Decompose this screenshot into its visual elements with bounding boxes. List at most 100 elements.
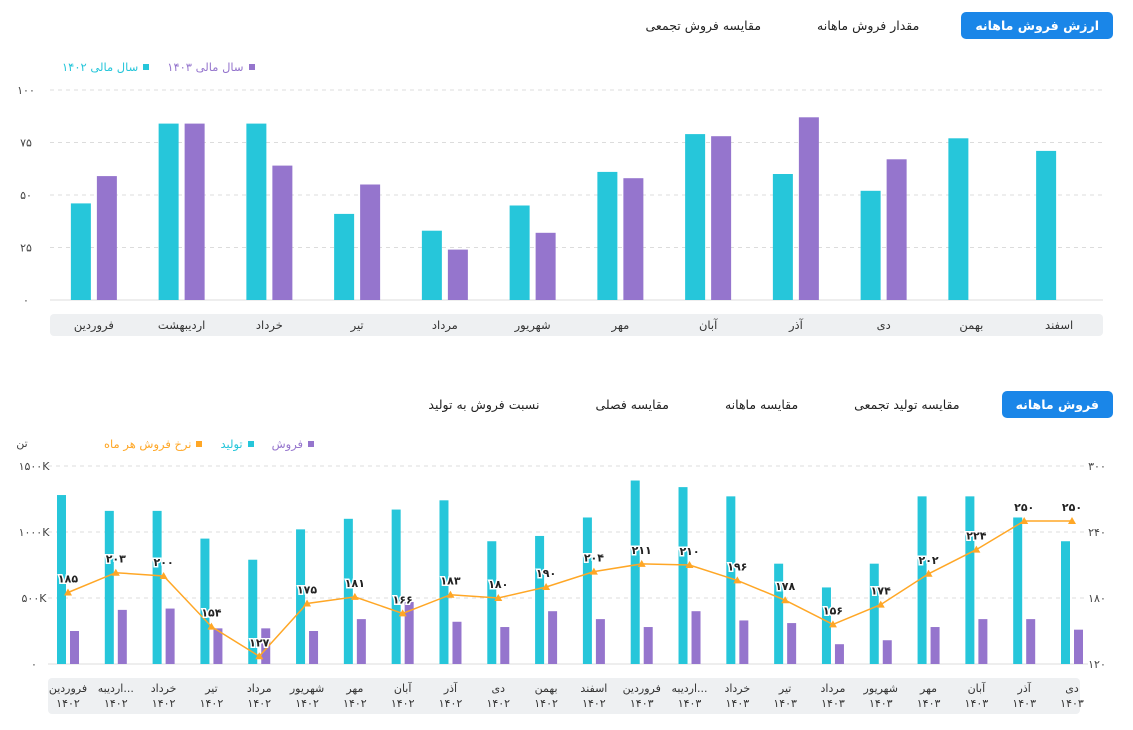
legend-swatch-icon	[308, 441, 315, 447]
legend-item-sales[interactable]: فروش	[272, 437, 315, 451]
x-tick-label: فروردین	[74, 318, 114, 333]
x-tick-label: ۱۴۰۲	[200, 697, 224, 710]
sales-rate-point	[781, 596, 790, 604]
x-tick-label: مرداد	[821, 682, 846, 695]
y2-tick-label: ۲۴۰	[1088, 526, 1106, 539]
legend-swatch-icon	[248, 64, 255, 70]
bar-1403	[96, 176, 117, 300]
bar-production	[774, 563, 784, 664]
bar-1403	[184, 123, 205, 300]
sales-rate-point	[589, 567, 598, 575]
bar-sales	[1026, 619, 1036, 664]
sales-rate-label: ۱۵۴	[201, 607, 221, 620]
y-tick-label: ۰	[23, 294, 29, 307]
legend-swatch-icon	[196, 441, 203, 447]
sales-rate-label: ۱۸۵	[58, 573, 78, 586]
x-tick-label: ۱۴۰۳	[678, 697, 702, 710]
x-tick-label: شهریور	[863, 682, 898, 695]
sales-rate-point	[542, 583, 551, 590]
bar-production	[296, 529, 306, 664]
tab-monthly-sales[interactable]: فروش ماهانه	[1001, 391, 1113, 418]
bar-sales	[787, 623, 797, 664]
y2-tick-label: ۱۲۰	[1088, 658, 1106, 671]
x-tick-label: تیر	[350, 318, 364, 333]
y-tick-label: ۱۰۰	[17, 84, 35, 97]
x-tick-label: خرداد	[724, 682, 750, 695]
bar-production	[200, 538, 210, 664]
sales-rate-label: ۱۸۰	[488, 578, 508, 591]
bottom-tabs: فروش ماهانه مقایسه تولید تجمعی مقایسه ما…	[414, 391, 1113, 418]
tab-cumulative-production-comparison[interactable]: مقایسه تولید تجمعی	[854, 397, 960, 412]
bar-production	[439, 500, 449, 664]
x-tick-label: دی	[877, 318, 891, 332]
x-tick-label: ۱۴۰۲	[247, 697, 271, 710]
bar-production	[391, 509, 401, 664]
tab-monthly-comparison[interactable]: مقایسه ماهانه	[724, 397, 799, 412]
x-tick-label: ۱۴۰۲	[56, 697, 80, 710]
tab-sales-to-production-ratio[interactable]: نسبت فروش به تولید	[428, 397, 540, 412]
bar-production	[965, 496, 975, 664]
bar-1402	[158, 123, 179, 300]
bar-sales	[117, 609, 127, 664]
sales-rate-label: ۱۹۶	[727, 560, 747, 573]
x-tick-label: شهریور	[514, 318, 551, 333]
x-tick-label: تیر	[778, 682, 791, 695]
x-tick-label: اسفند	[1045, 318, 1073, 332]
x-tick-label: ۱۴۰۲	[486, 697, 510, 710]
bar-sales	[882, 640, 892, 664]
bar-1403	[798, 117, 819, 300]
sales-rate-label: ۲۰۰	[154, 556, 174, 569]
bar-1402	[597, 171, 618, 300]
chart1-legend: سال مالی ۱۴۰۳ سال مالی ۱۴۰۲	[62, 60, 255, 74]
x-tick-label: بهمن	[959, 318, 983, 333]
bar-sales	[309, 631, 319, 664]
x-tick-label: مهر	[345, 682, 363, 695]
legend-label: تولید	[220, 437, 243, 451]
bar-1403	[272, 165, 293, 300]
bar-sales	[261, 628, 271, 664]
sales-rate-label: ۲۱۱	[632, 544, 652, 557]
x-tick-label: ۱۴۰۳	[1012, 697, 1036, 710]
x-tick-label: فروردین	[49, 682, 87, 695]
sales-rate-point	[64, 588, 72, 596]
legend-label: نرخ فروش هر ماه	[104, 437, 192, 451]
legend-item-sales-rate[interactable]: نرخ فروش هر ماه	[104, 437, 203, 451]
bar-sales	[213, 628, 223, 664]
tab-sales-quantity-monthly[interactable]: مقدار فروش ماهانه	[817, 18, 920, 33]
y-axis-unit: تن	[16, 437, 27, 450]
legend-item-production[interactable]: تولید	[220, 437, 254, 451]
legend-item-1403[interactable]: سال مالی ۱۴۰۳	[167, 60, 255, 74]
x-tick-label: خرداد	[256, 318, 283, 333]
bar-sales	[500, 627, 510, 664]
x-tick-label: خرداد	[151, 682, 177, 695]
x-tick-label: شهریور	[289, 682, 324, 695]
tab-cumulative-sales-comparison[interactable]: مقایسه فروش تجمعی	[645, 18, 762, 33]
legend-label: سال مالی ۱۴۰۲	[62, 60, 139, 74]
x-tick-label: ۱۴۰۲	[534, 697, 558, 710]
tab-seasonal-comparison[interactable]: مقایسه فصلی	[595, 397, 669, 412]
legend-item-1402[interactable]: سال مالی ۱۴۰۲	[62, 60, 150, 74]
bar-production	[678, 487, 688, 664]
bar-1402	[70, 203, 91, 300]
bar-production	[582, 517, 592, 664]
sales-rate-label: ۲۰۴	[584, 552, 604, 565]
sales-rate-label: ۱۵۶	[823, 604, 843, 617]
bar-sales	[834, 644, 844, 664]
sales-rate-point	[1020, 517, 1029, 524]
bar-1403	[447, 249, 468, 300]
sales-rate-point	[303, 599, 312, 607]
bar-1403	[886, 159, 907, 300]
bar-1402	[772, 174, 793, 300]
x-tick-label: آبان	[699, 318, 718, 332]
x-tick-label: دی	[1065, 682, 1079, 695]
bar-production	[726, 496, 736, 664]
x-tick-label: ۱۴۰۳	[726, 697, 750, 710]
sales-rate-point	[207, 622, 216, 630]
x-tick-label: ۱۴۰۳	[917, 697, 941, 710]
sales-rate-point	[350, 592, 359, 600]
tab-sales-value-monthly[interactable]: ارزش فروش ماهانه	[961, 12, 1113, 39]
bar-production	[917, 496, 927, 664]
bar-production	[821, 587, 831, 664]
bar-1403	[623, 178, 644, 300]
